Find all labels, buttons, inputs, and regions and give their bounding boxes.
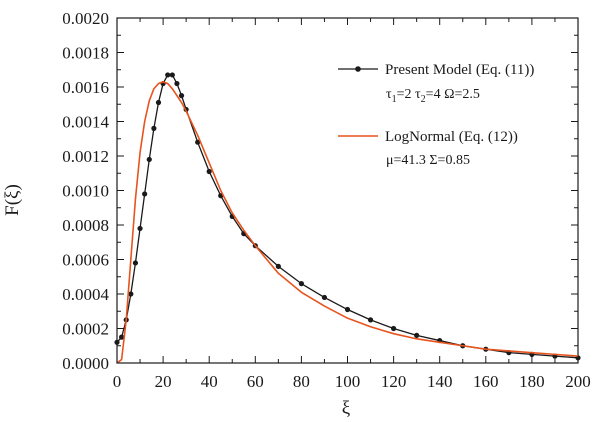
series-point-present-model xyxy=(137,225,143,232)
x-tick-label: 140 xyxy=(427,372,453,391)
x-axis-label: ξ xyxy=(342,398,351,419)
series-point-present-model xyxy=(151,125,157,131)
y-tick-label: 0.0018 xyxy=(62,44,109,63)
tick-labels: 0 20 40 60 80 100 120 140 160 180 200 0.0000 0.0002 0… xyxy=(62,9,591,391)
legend: Present Model (Eq. (11)) τ1=2 τ2=4 Ω=2.5… xyxy=(338,62,534,168)
series-point-present-model xyxy=(178,93,185,99)
series-point-present-model xyxy=(114,339,120,345)
series-point-present-model xyxy=(128,291,134,297)
x-tick-label: 200 xyxy=(565,372,591,391)
series-point-present-model xyxy=(132,260,139,266)
series-point-present-model xyxy=(344,306,351,313)
series-point-present-model xyxy=(119,334,125,340)
series-line-present-model xyxy=(116,74,579,359)
y-tick-label: 0.0006 xyxy=(62,251,109,270)
y-tick-label: 0.0020 xyxy=(62,9,109,28)
series-point-present-model xyxy=(174,80,180,87)
series-point-present-model xyxy=(367,317,374,323)
x-tick-label: 20 xyxy=(155,372,172,391)
x-tick-label: 40 xyxy=(201,372,218,391)
y-tick-label: 0.0008 xyxy=(62,216,109,235)
x-tick-label: 160 xyxy=(473,372,499,391)
x-tick-label: 100 xyxy=(335,372,361,391)
legend-params-lognormal: μ=41.3 Σ=0.85 xyxy=(386,153,470,168)
axis-ticks xyxy=(116,17,579,364)
y-tick-label: 0.0004 xyxy=(62,285,109,304)
series-point-present-model xyxy=(391,325,397,332)
x-tick-label: 0 xyxy=(113,372,122,391)
x-tick-label: 60 xyxy=(247,372,264,391)
series-point-present-model xyxy=(165,72,171,78)
curves xyxy=(114,72,581,364)
series-point-present-model xyxy=(195,139,201,145)
legend-label-present-model: Present Model (Eq. (11)) xyxy=(385,62,534,78)
x-tick-label: 180 xyxy=(519,372,545,391)
x-tick-label: 80 xyxy=(293,372,310,391)
y-tick-label: 0.0002 xyxy=(62,320,109,339)
series-point-present-model xyxy=(298,281,304,287)
y-tick-label: 0.0010 xyxy=(62,182,109,201)
y-tick-label: 0.0014 xyxy=(62,113,109,132)
y-axis-label: F(ξ) xyxy=(2,184,23,216)
series-point-present-model xyxy=(169,72,175,78)
legend-params-present-model: τ1=2 τ2=4 Ω=2.5 xyxy=(386,87,480,105)
series-line-lognormal xyxy=(116,81,579,364)
y-tick-label: 0.0012 xyxy=(62,147,109,166)
x-tick-label: 120 xyxy=(381,372,407,391)
series-point-present-model xyxy=(275,263,281,269)
series-point-present-model xyxy=(321,294,328,301)
series-point-present-model xyxy=(146,156,152,163)
y-tick-label: 0.0016 xyxy=(62,78,109,97)
y-tick-label: 0.0000 xyxy=(62,354,109,373)
series-point-present-model xyxy=(142,191,148,197)
legend-marker-present-model xyxy=(355,66,361,72)
series-point-present-model xyxy=(414,332,420,338)
legend-label-lognormal: LogNormal (Eq. (12)) xyxy=(385,129,518,145)
series-point-present-model xyxy=(155,99,162,106)
series-point-present-model xyxy=(206,168,212,175)
